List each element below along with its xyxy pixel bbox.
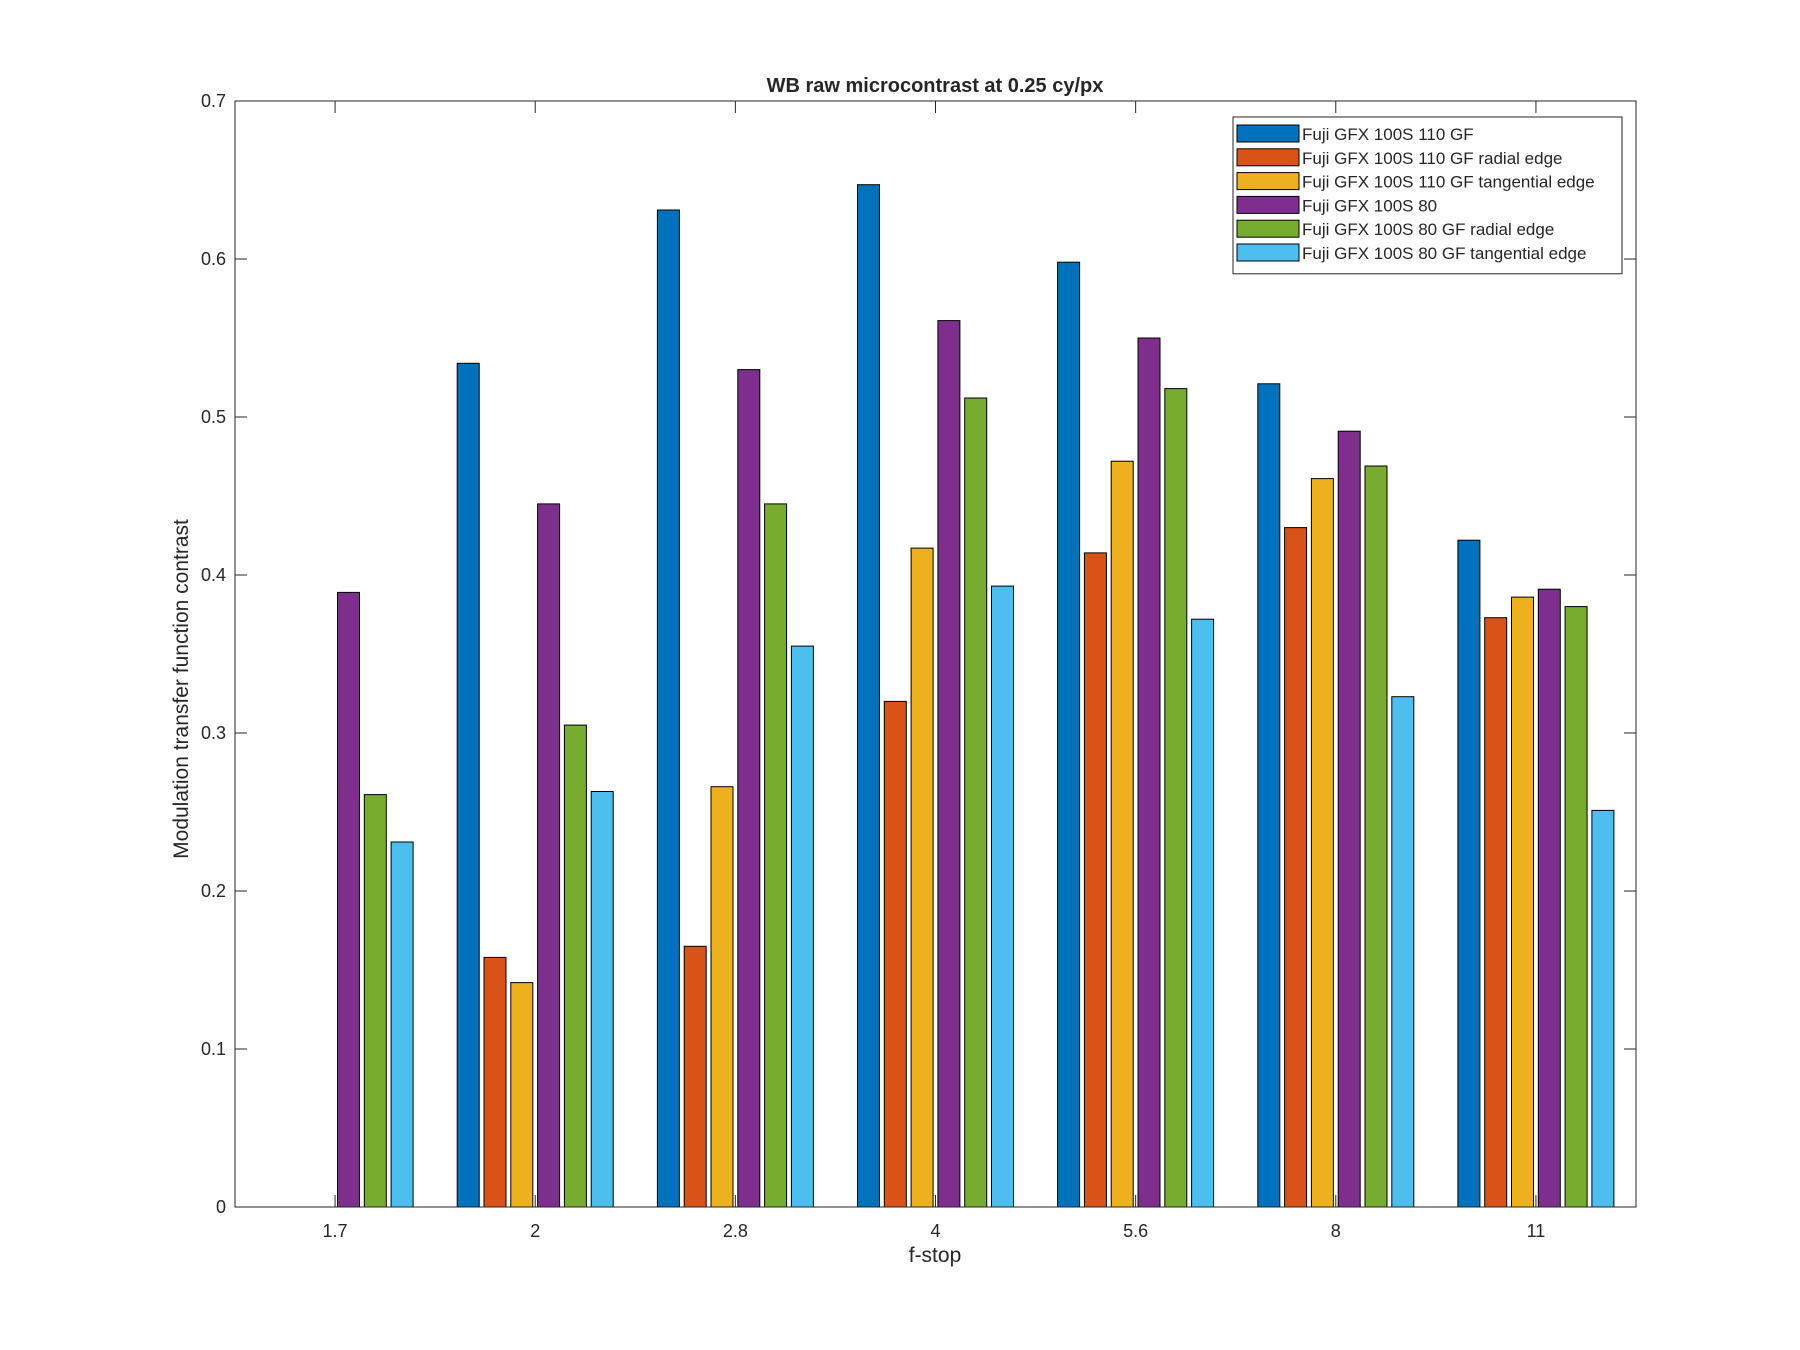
legend-label: Fuji GFX 100S 80 GF tangential edge [1302,244,1586,263]
legend-label: Fuji GFX 100S 110 GF tangential edge [1302,173,1595,192]
bar [1164,388,1188,1208]
bar [1537,588,1561,1208]
legend-label: Fuji GFX 100S 110 GF [1302,125,1474,144]
bar [1110,460,1134,1208]
bar [590,791,614,1208]
legend-label: Fuji GFX 100S 110 GF radial edge [1302,149,1563,168]
y-tick-label: 0.1 [201,1039,226,1059]
legend-swatch [1236,243,1300,262]
legend-label: Fuji GFX 100S 80 [1302,196,1437,215]
bar [710,786,734,1208]
bar [363,794,387,1208]
y-tick-label: 0.2 [201,881,226,901]
bar [1511,596,1534,1208]
y-tick-label: 0 [216,1197,226,1217]
x-tick-label: 4 [930,1221,940,1241]
bar [1564,606,1588,1208]
bar [857,184,880,1208]
y-tick-label: 0.4 [201,565,226,585]
axes: 0 0.1 0.2 0.3 0.4 0.5 0.6 0.7 1.7 2 2.8 4 5.6 8 11 [201,91,1637,1241]
y-tick-label: 0.6 [201,249,226,269]
bar [563,724,587,1208]
y-tick-label: 0.3 [201,723,226,743]
bar [510,982,534,1208]
bar [1391,696,1415,1208]
legend-swatch [1236,172,1300,191]
legend: Fuji GFX 100S 110 GF Fuji GFX 100S 110 GF… [1232,116,1623,275]
bar [483,956,507,1208]
x-tick-label: 11 [1527,1221,1546,1241]
bar [1364,465,1388,1208]
bar [910,547,934,1208]
y-tick-label: 0.7 [201,91,226,111]
y-axis-label: Modulation transfer function contrast [170,519,193,859]
bar [1257,383,1281,1208]
x-axis-label: f-stop [909,1244,962,1267]
legend-swatch [1236,195,1300,214]
bar [1284,527,1308,1208]
bar [764,503,788,1208]
bar [1057,261,1081,1208]
bar [537,503,561,1208]
legend-box [1232,116,1623,275]
bar [790,645,814,1208]
bar [883,700,907,1208]
bar [390,841,414,1208]
bar [683,945,707,1208]
x-tick-label: 2.8 [723,1221,748,1241]
legend-label: Fuji GFX 100S 80 GF radial edge [1302,220,1554,239]
bars [337,184,1615,1208]
bar [937,320,961,1208]
y-tick-label: 0.5 [201,407,226,427]
bar [1191,618,1215,1208]
x-tick-label: 5.6 [1123,1221,1148,1241]
legend-swatch [1236,124,1300,143]
bar [964,397,988,1208]
bar [1457,539,1481,1208]
x-tick-label: 8 [1331,1221,1341,1241]
bar [1484,617,1508,1208]
bar [737,369,761,1208]
bar [656,209,680,1208]
bar [1083,552,1107,1208]
x-tick-label: 1.7 [323,1221,348,1241]
bar [991,585,1014,1208]
chart-title: WB raw microcontrast at 0.25 cy/px [767,75,1104,97]
bar [1310,478,1334,1208]
bar [456,362,480,1208]
legend-swatch [1236,148,1300,167]
x-tick-label: 2 [530,1221,540,1241]
bar [337,591,360,1208]
bar [1137,337,1161,1208]
legend-swatch [1236,219,1300,238]
bar [1591,809,1615,1208]
bar [1337,430,1361,1208]
